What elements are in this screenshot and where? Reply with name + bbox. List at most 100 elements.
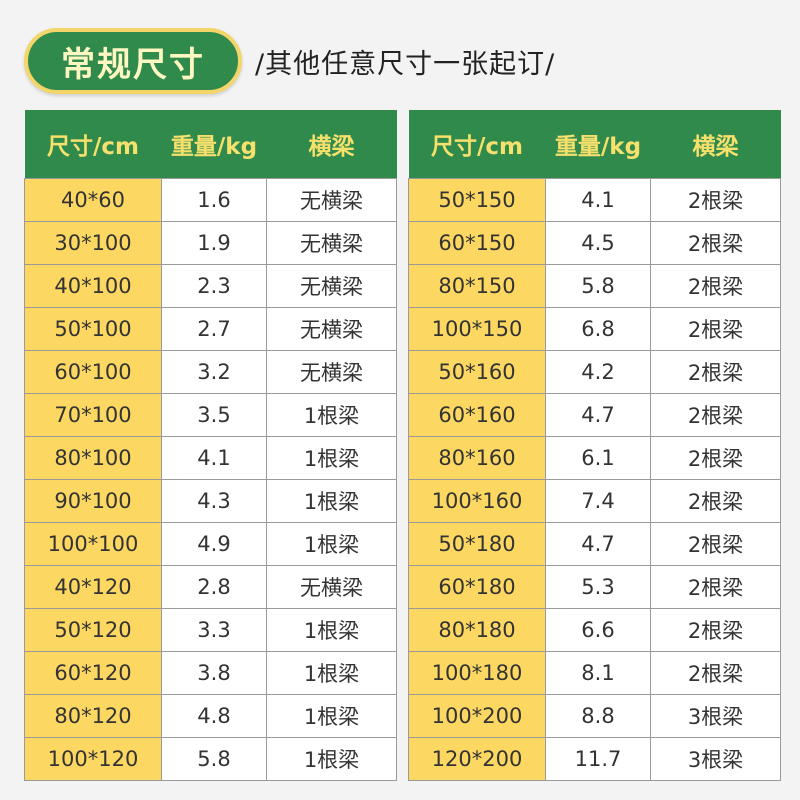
cell-size: 40*120: [24, 565, 162, 609]
table-row: 50*150 4.1 2根梁: [408, 178, 781, 222]
table-row: 90*100 4.3 1根梁: [24, 479, 397, 523]
table-row: 80*160 6.1 2根梁: [408, 436, 781, 480]
cell-size: 50*160: [408, 350, 546, 394]
cell-weight: 3.2: [161, 350, 267, 394]
subtitle: /其他任意尺寸一张起订/: [255, 49, 556, 80]
table-row: 50*120 3.3 1根梁: [24, 608, 397, 652]
cell-beam: 无横梁: [266, 178, 397, 222]
cell-beam: 2根梁: [650, 479, 781, 523]
table-row: 40*60 1.6 无横梁: [24, 178, 397, 222]
cell-weight: 4.7: [545, 522, 651, 566]
table-body: 40*60 1.6 无横梁 30*100 1.9 无横梁 40*100 2.3 无横梁 50*10…: [24, 178, 397, 781]
table-row: 80*150 5.8 2根梁: [408, 264, 781, 308]
cell-beam: 2根梁: [650, 221, 781, 265]
size-table-left: 尺寸/cm 重量/kg 横梁 40*60 1.6 无横梁 30*100 1.9 无横梁 40…: [24, 110, 397, 781]
title-badge: 常规尺寸: [24, 28, 242, 94]
table-row: 100*200 8.8 3根梁: [408, 694, 781, 738]
cell-size: 50*120: [24, 608, 162, 652]
cell-size: 120*200: [408, 737, 546, 781]
cell-beam: 1根梁: [266, 608, 397, 652]
table-row: 60*160 4.7 2根梁: [408, 393, 781, 437]
table-row: 100*180 8.1 2根梁: [408, 651, 781, 695]
table-row: 40*120 2.8 无横梁: [24, 565, 397, 609]
cell-beam: 2根梁: [650, 307, 781, 351]
table-row: 100*150 6.8 2根梁: [408, 307, 781, 351]
cell-size: 90*100: [24, 479, 162, 523]
column-header-size: 尺寸/cm: [24, 110, 162, 179]
cell-beam: 1根梁: [266, 737, 397, 781]
cell-size: 80*180: [408, 608, 546, 652]
cell-beam: 2根梁: [650, 393, 781, 437]
cell-size: 70*100: [24, 393, 162, 437]
cell-size: 100*120: [24, 737, 162, 781]
table-header-row: 尺寸/cm 重量/kg 横梁: [408, 110, 781, 179]
column-header-size: 尺寸/cm: [408, 110, 546, 179]
table-row: 80*120 4.8 1根梁: [24, 694, 397, 738]
cell-weight: 1.9: [161, 221, 267, 265]
cell-weight: 11.7: [545, 737, 651, 781]
cell-beam: 1根梁: [266, 694, 397, 738]
cell-size: 80*120: [24, 694, 162, 738]
table-row: 70*100 3.5 1根梁: [24, 393, 397, 437]
cell-size: 60*160: [408, 393, 546, 437]
table-row: 60*180 5.3 2根梁: [408, 565, 781, 609]
cell-weight: 6.8: [545, 307, 651, 351]
cell-weight: 6.6: [545, 608, 651, 652]
cell-size: 50*100: [24, 307, 162, 351]
cell-beam: 1根梁: [266, 651, 397, 695]
table-row: 50*180 4.7 2根梁: [408, 522, 781, 566]
cell-size: 60*180: [408, 565, 546, 609]
cell-weight: 8.1: [545, 651, 651, 695]
table-row: 50*160 4.2 2根梁: [408, 350, 781, 394]
cell-beam: 无横梁: [266, 350, 397, 394]
cell-beam: 2根梁: [650, 651, 781, 695]
cell-beam: 1根梁: [266, 522, 397, 566]
table-row: 80*100 4.1 1根梁: [24, 436, 397, 480]
page-header: 常规尺寸 /其他任意尺寸一张起订/: [0, 0, 800, 110]
cell-size: 50*180: [408, 522, 546, 566]
table-row: 60*120 3.8 1根梁: [24, 651, 397, 695]
cell-size: 80*160: [408, 436, 546, 480]
cell-weight: 2.7: [161, 307, 267, 351]
table-body: 50*150 4.1 2根梁 60*150 4.5 2根梁 80*150 5.8 2根梁 100*…: [408, 178, 781, 781]
cell-size: 100*160: [408, 479, 546, 523]
cell-beam: 2根梁: [650, 178, 781, 222]
cell-weight: 4.8: [161, 694, 267, 738]
cell-size: 100*180: [408, 651, 546, 695]
cell-beam: 无横梁: [266, 221, 397, 265]
cell-size: 80*150: [408, 264, 546, 308]
table-row: 30*100 1.9 无横梁: [24, 221, 397, 265]
cell-beam: 1根梁: [266, 436, 397, 480]
table-row: 60*150 4.5 2根梁: [408, 221, 781, 265]
table-row: 40*100 2.3 无横梁: [24, 264, 397, 308]
cell-size: 50*150: [408, 178, 546, 222]
cell-weight: 3.3: [161, 608, 267, 652]
table-row: 100*160 7.4 2根梁: [408, 479, 781, 523]
cell-size: 60*150: [408, 221, 546, 265]
cell-beam: 无横梁: [266, 307, 397, 351]
cell-weight: 4.7: [545, 393, 651, 437]
cell-beam: 1根梁: [266, 479, 397, 523]
cell-weight: 3.5: [161, 393, 267, 437]
cell-weight: 8.8: [545, 694, 651, 738]
cell-weight: 1.6: [161, 178, 267, 222]
column-header-weight: 重量/kg: [545, 110, 651, 179]
cell-weight: 7.4: [545, 479, 651, 523]
cell-weight: 5.3: [545, 565, 651, 609]
column-header-weight: 重量/kg: [161, 110, 267, 179]
cell-beam: 3根梁: [650, 737, 781, 781]
cell-beam: 3根梁: [650, 694, 781, 738]
size-table-right: 尺寸/cm 重量/kg 横梁 50*150 4.1 2根梁 60*150 4.5 2根梁 8…: [408, 110, 781, 781]
cell-weight: 4.2: [545, 350, 651, 394]
cell-beam: 2根梁: [650, 436, 781, 480]
cell-beam: 2根梁: [650, 565, 781, 609]
cell-weight: 5.8: [545, 264, 651, 308]
cell-weight: 4.3: [161, 479, 267, 523]
cell-weight: 4.5: [545, 221, 651, 265]
table-row: 120*200 11.7 3根梁: [408, 737, 781, 781]
cell-beam: 2根梁: [650, 350, 781, 394]
cell-weight: 6.1: [545, 436, 651, 480]
cell-size: 80*100: [24, 436, 162, 480]
column-header-beam: 横梁: [650, 110, 781, 179]
cell-size: 60*100: [24, 350, 162, 394]
